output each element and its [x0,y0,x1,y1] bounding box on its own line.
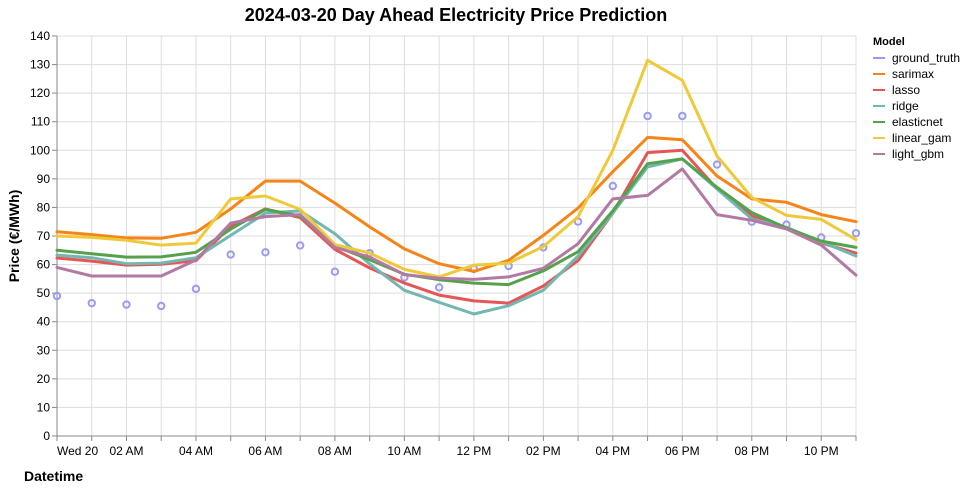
series-sarimax [55,135,858,273]
legend-label: ridge [892,99,919,113]
y-tick-label: 90 [37,172,51,186]
legend-item: ridge [873,99,919,113]
y-tick-label: 40 [37,315,51,329]
legend-title: Model [873,36,905,48]
y-axis-title: Price (€/MWh) [6,190,22,283]
y-tick-label: 70 [37,229,51,243]
x-tick-label: 04 PM [595,444,630,458]
series-ridge [55,157,858,316]
x-tick-label: 02 PM [526,444,561,458]
axes: 0 10 20 30 40 50 60 70 80 90 100 110 120 130 140 Wed 20… [30,29,857,458]
x-tick-label: 06 PM [665,444,700,458]
x-tick-label: 04 AM [179,444,213,458]
chart-title: 2024-03-20 Day Ahead Electricity Price P… [245,5,668,25]
series-line [55,157,858,316]
legend-item: light_gbm [873,147,944,161]
y-tick-label: 80 [37,200,51,214]
y-tick-label: 50 [37,286,51,300]
x-axis-title: Datetime [24,468,83,484]
legend-item: lasso [873,83,920,97]
legend-item: linear_gam [873,131,951,145]
data-point [608,181,618,191]
legend-label: lasso [892,83,920,97]
data-point [226,250,235,259]
y-tick-label: 0 [43,429,50,443]
series-line [55,135,858,273]
y-tick-label: 140 [30,29,50,43]
series-line [55,157,858,287]
data-point [87,298,96,308]
y-tick-label: 120 [30,86,50,100]
legend-item: sarimax [873,67,934,81]
legend-item: elasticnet [873,115,943,129]
data-point [191,284,201,294]
plot-area [52,58,861,316]
data-point [52,291,62,301]
x-tick-label: 02 AM [109,444,143,458]
y-tick-label: 130 [30,58,50,72]
x-tick-label: 10 AM [387,444,421,458]
data-point [712,160,722,169]
data-point [157,301,166,311]
legend-label: elasticnet [892,115,943,129]
data-point [295,241,305,250]
x-tick-label: Wed 20 [57,444,98,458]
series-linear_gam [55,58,858,279]
series-light_gbm [55,167,858,281]
x-tick-label: 08 AM [318,444,352,458]
legend-item: ground_truth [873,51,960,65]
x-tick-label: 08 PM [734,444,769,458]
series-line [55,167,858,281]
gridlines [56,35,857,437]
data-point [851,228,861,238]
x-tick-label: 06 AM [248,444,282,458]
data-point [330,267,340,276]
data-point [122,300,131,309]
x-tick-label: 12 PM [457,444,492,458]
legend-label: linear_gam [892,131,951,145]
data-point [261,248,270,257]
y-tick-label: 20 [37,372,51,386]
y-tick-label: 110 [31,115,50,129]
series-line [55,58,858,279]
data-point [678,111,687,121]
data-point [643,111,652,121]
legend-label: sarimax [892,67,934,81]
y-tick-label: 60 [37,258,51,272]
series-elasticnet [55,157,858,287]
y-tick-label: 100 [30,143,50,157]
legend-label: ground_truth [892,51,960,65]
data-point [434,283,444,292]
x-tick-label: 10 PM [804,444,839,458]
y-tick-label: 30 [37,343,51,357]
y-tick-label: 10 [37,400,51,414]
legend-label: light_gbm [892,147,944,161]
